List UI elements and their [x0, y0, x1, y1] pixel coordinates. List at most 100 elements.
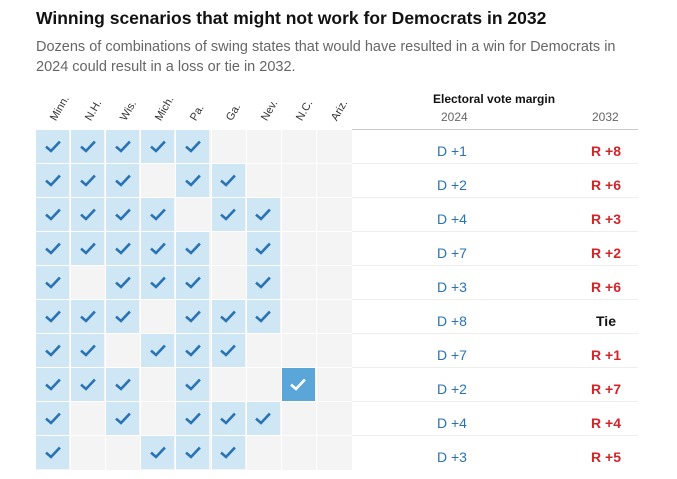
- won-state-cell: [141, 198, 175, 231]
- won-state-cell: [176, 164, 210, 197]
- checkmark-icon: [149, 344, 166, 357]
- won-state-cell: [141, 266, 175, 299]
- won-state-cell: [106, 300, 140, 333]
- checkmark-icon: [220, 174, 236, 187]
- state-column-headers: Minn. N.H. Wis. Mich. Pa. Ga. Nev. N.C. Ariz.: [36, 94, 352, 131]
- checkmark-icon: [44, 140, 61, 153]
- grid-row-divider: [36, 435, 352, 436]
- margin-2032-value: R +6: [591, 279, 621, 295]
- won-state-cell: [246, 266, 280, 299]
- checkmark-icon: [185, 446, 201, 459]
- margin-2024-value: D +4: [437, 211, 467, 227]
- checkmark-icon: [79, 378, 96, 391]
- checkmark-icon: [185, 310, 201, 323]
- checkmark-icon: [114, 310, 131, 323]
- won-state-cell: [246, 402, 280, 435]
- won-state-cell: [36, 368, 69, 401]
- row-separator: [352, 401, 638, 402]
- checkmark-icon: [185, 276, 201, 289]
- won-state-cell: [106, 266, 140, 299]
- won-state-cell: [71, 368, 105, 401]
- row-separator: [352, 163, 638, 164]
- checkmark-icon: [79, 140, 96, 153]
- checkmark-icon: [149, 140, 166, 153]
- won-state-cell: [141, 436, 175, 469]
- grid-column-divider: [140, 130, 142, 470]
- grid-row-divider: [36, 197, 352, 198]
- won-state-cell: [141, 334, 175, 367]
- checkmark-icon: [255, 276, 271, 289]
- margin-2024-value: D +2: [437, 381, 467, 397]
- checkmark-icon: [114, 276, 131, 289]
- checkmark-icon: [185, 412, 201, 425]
- won-state-cell: [176, 402, 210, 435]
- state-label: Ga.: [223, 101, 243, 123]
- checkmark-icon: [114, 140, 131, 153]
- won-state-cell: [71, 198, 105, 231]
- row-separator: [352, 265, 638, 266]
- won-state-cell: [211, 198, 245, 231]
- checkmark-icon: [114, 242, 131, 255]
- won-state-cell: [176, 436, 210, 469]
- row-separator: [352, 435, 638, 436]
- won-state-cell: [36, 198, 69, 231]
- won-state-cell: [246, 300, 280, 333]
- won-state-cell: [176, 130, 210, 163]
- row-separator: [352, 333, 638, 334]
- grid-row-divider: [36, 265, 352, 266]
- margin-2032-value: R +8: [591, 143, 621, 159]
- checkmark-icon: [255, 208, 271, 221]
- won-state-cell: [71, 232, 105, 265]
- checkmark-icon: [220, 344, 236, 357]
- checkmark-icon: [290, 378, 307, 391]
- checkmark-icon: [114, 208, 131, 221]
- grid-column-divider: [70, 130, 72, 470]
- row-separator: [352, 231, 638, 232]
- checkmark-icon: [44, 344, 61, 357]
- won-state-cell: [211, 164, 245, 197]
- checkmark-icon: [114, 412, 131, 425]
- checkmark-icon: [114, 378, 131, 391]
- won-state-cell: [36, 436, 69, 469]
- margin-2024-value: D +7: [437, 347, 467, 363]
- checkmark-icon: [255, 412, 271, 425]
- won-state-cell: [211, 402, 245, 435]
- checkmark-icon: [185, 344, 201, 357]
- checkmark-icon: [44, 242, 61, 255]
- grid-row-divider: [36, 333, 352, 334]
- won-state-cell: [211, 436, 245, 469]
- checkmark-icon: [44, 378, 61, 391]
- checkmark-icon: [44, 412, 61, 425]
- chart-subtitle: Dozens of combinations of swing states t…: [36, 39, 616, 75]
- margin-2032-value: R +1: [591, 347, 621, 363]
- won-state-cell: [176, 232, 210, 265]
- checkmark-icon: [185, 140, 201, 153]
- row-separator: [352, 197, 638, 198]
- grid-row-divider: [36, 163, 352, 164]
- checkmark-icon: [44, 174, 61, 187]
- checkmark-icon: [44, 276, 61, 289]
- won-state-cell: [106, 368, 140, 401]
- checkmark-icon: [220, 446, 236, 459]
- checkmark-icon: [255, 242, 271, 255]
- won-state-cell: [36, 266, 69, 299]
- grid-row-divider: [36, 231, 352, 232]
- header-rule: [352, 129, 638, 130]
- grid-row-divider: [36, 401, 352, 402]
- state-label: Wis.: [118, 98, 140, 123]
- won-state-cell: [71, 164, 105, 197]
- checkmark-icon: [185, 174, 201, 187]
- margin-2024-value: D +7: [437, 245, 467, 261]
- won-state-cell: [176, 334, 210, 367]
- won-state-cell: [211, 300, 245, 333]
- won-state-cell: [246, 198, 280, 231]
- chart-title: Winning scenarios that might not work fo…: [36, 8, 547, 28]
- checkmark-icon: [185, 242, 201, 255]
- won-state-cell: [106, 402, 140, 435]
- grid-column-divider: [315, 130, 317, 470]
- margin-2032-value: R +2: [591, 245, 621, 261]
- year-2032-label: 2032: [592, 110, 619, 124]
- checkmark-icon: [220, 310, 236, 323]
- won-state-cell: [141, 130, 175, 163]
- margin-2024-value: D +2: [437, 177, 467, 193]
